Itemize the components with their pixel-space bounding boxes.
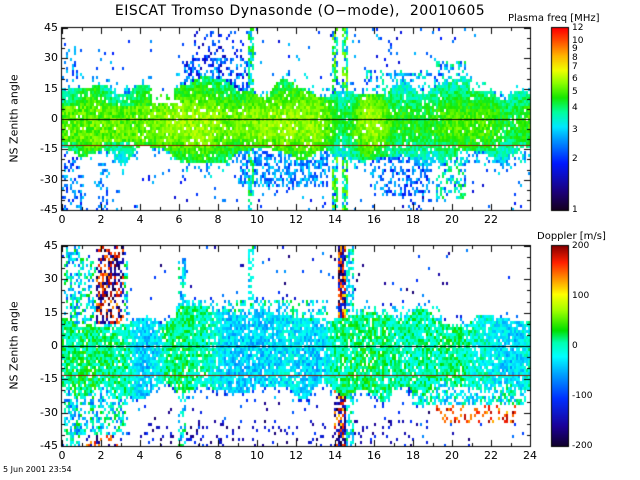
- creation-timestamp: 5 Jun 2001 23:54: [3, 465, 72, 474]
- doppler-colorbar-title: Doppler [m/s]: [537, 231, 606, 242]
- plasma-colorbar-title: Plasma freq [MHz]: [508, 13, 600, 24]
- y-axis-label-top: NS Zenith angle: [7, 74, 21, 163]
- y-axis-label-bottom: NS Zenith angle: [7, 301, 21, 390]
- chart-title: EISCAT Tromso Dynasonde (O−mode), 200106…: [114, 3, 486, 19]
